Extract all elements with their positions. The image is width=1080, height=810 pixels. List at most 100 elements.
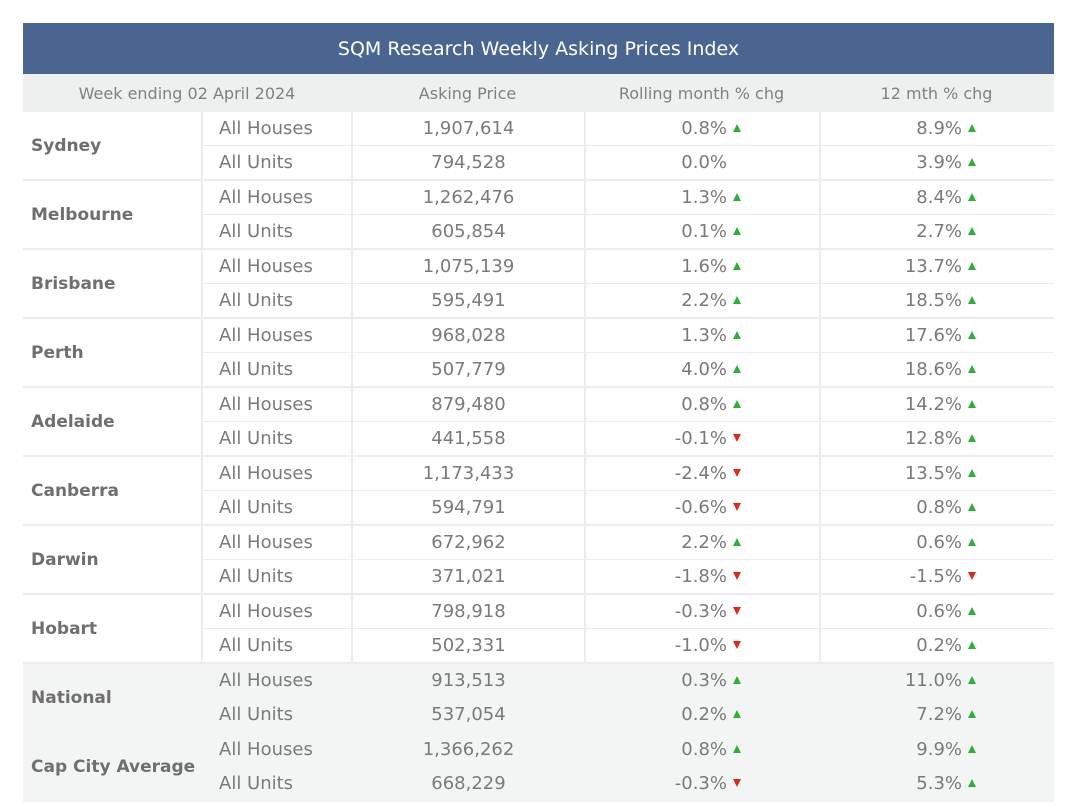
rolling-month-change-value: -0.3% [674, 601, 727, 622]
rolling-month-change-cell: 2.2% [584, 526, 819, 560]
down-arrow-icon [733, 469, 741, 477]
up-arrow-icon [733, 365, 741, 373]
12-month-change-value: 17.6% [904, 325, 962, 346]
dwelling-type: All Units [201, 422, 351, 457]
up-arrow-icon [733, 193, 741, 201]
table-row: All Units 794,528 0.0% 3.9% [23, 146, 1054, 181]
down-arrow-icon [733, 779, 741, 787]
rolling-month-change-cell: 0.8% [584, 733, 819, 767]
12-month-change-value: 13.5% [904, 463, 962, 484]
rolling-month-change-cell: -0.1% [584, 422, 819, 457]
rolling-month-change-value: 0.2% [681, 704, 727, 725]
table-row: National All Houses 913,513 0.3% 11.0% [23, 664, 1054, 733]
city-name: Brisbane [23, 250, 201, 319]
rolling-month-change-value: 0.0% [681, 152, 727, 173]
rolling-month-change-value: 1.3% [681, 187, 727, 208]
table-row: All Units 595,491 2.2% 18.5% [23, 284, 1054, 319]
table-row: Sydney All Houses 1,907,614 0.8% 8.9% [23, 112, 1054, 181]
up-arrow-icon [733, 124, 741, 132]
up-arrow-icon [968, 296, 976, 304]
12-month-change-cell: 12.8% [819, 422, 1054, 457]
12-month-change-value: 18.6% [904, 359, 962, 380]
12-month-change-value: 2.7% [916, 221, 962, 242]
table-row: Hobart All Houses 798,918 -0.3% 0.6% [23, 595, 1054, 664]
12-month-change-cell: -1.5% [819, 560, 1054, 595]
rolling-month-change-cell: 4.0% [584, 353, 819, 388]
up-arrow-icon [733, 227, 741, 235]
rolling-month-change-cell: 0.8% [584, 388, 819, 422]
rolling-month-change-value: -0.6% [674, 497, 727, 518]
dwelling-type: All Houses [201, 595, 351, 629]
asking-price-value: 1,173,433 [351, 457, 584, 491]
rolling-month-change-value: 2.2% [681, 290, 727, 311]
table-row: All Units 594,791 -0.6% 0.8% [23, 491, 1054, 526]
up-arrow-icon [733, 676, 741, 684]
table-title: SQM Research Weekly Asking Prices Index [23, 23, 1054, 74]
asking-prices-table: Week ending 02 April 2024 Asking Price R… [23, 74, 1054, 802]
dwelling-type: All Houses [201, 181, 351, 215]
rolling-month-change-value: 0.8% [681, 394, 727, 415]
12-month-change-value: 0.2% [916, 635, 962, 656]
down-arrow-icon [733, 607, 741, 615]
rolling-month-change-cell: -0.6% [584, 491, 819, 526]
12-month-change-cell: 0.6% [819, 526, 1054, 560]
dwelling-type: All Units [201, 491, 351, 526]
city-name: Hobart [23, 595, 201, 664]
asking-price-value: 798,918 [351, 595, 584, 629]
12-month-change-cell: 0.8% [819, 491, 1054, 526]
up-arrow-icon [733, 745, 741, 753]
12-month-change-value: 18.5% [904, 290, 962, 311]
rolling-month-change-cell: -0.3% [584, 595, 819, 629]
up-arrow-icon [968, 227, 976, 235]
asking-price-value: 507,779 [351, 353, 584, 388]
header-rolling-month-change: Rolling month % chg [584, 74, 819, 112]
asking-price-value: 913,513 [351, 664, 584, 698]
rolling-month-change-value: 2.2% [681, 532, 727, 553]
up-arrow-icon [968, 262, 976, 270]
asking-price-value: 1,907,614 [351, 112, 584, 146]
12-month-change-cell: 18.6% [819, 353, 1054, 388]
table-row: All Units 502,331 -1.0% 0.2% [23, 629, 1054, 664]
rolling-month-change-cell: -1.0% [584, 629, 819, 664]
city-name: Sydney [23, 112, 201, 181]
up-arrow-icon [968, 434, 976, 442]
up-arrow-icon [733, 296, 741, 304]
table-row: Cap City Average All Houses 1,366,262 0.8% 9… [23, 733, 1054, 802]
up-arrow-icon [968, 676, 976, 684]
down-arrow-icon [968, 572, 976, 580]
12-month-change-value: 9.9% [916, 739, 962, 760]
city-name: Adelaide [23, 388, 201, 457]
down-arrow-icon [733, 503, 741, 511]
asking-price-value: 1,075,139 [351, 250, 584, 284]
up-arrow-icon [968, 745, 976, 753]
up-arrow-icon [968, 158, 976, 166]
12-month-change-cell: 0.6% [819, 595, 1054, 629]
up-arrow-icon [968, 641, 976, 649]
up-arrow-icon [968, 331, 976, 339]
12-month-change-cell: 11.0% [819, 664, 1054, 698]
rolling-month-change-value: 0.3% [681, 670, 727, 691]
rolling-month-change-cell: 1.6% [584, 250, 819, 284]
city-name: Melbourne [23, 181, 201, 250]
12-month-change-cell: 2.7% [819, 215, 1054, 250]
dwelling-type: All Units [201, 767, 351, 802]
dwelling-type: All Units [201, 146, 351, 181]
up-arrow-icon [968, 538, 976, 546]
rolling-month-change-cell: -1.8% [584, 560, 819, 595]
asking-price-value: 595,491 [351, 284, 584, 319]
table-row: All Units 537,054 0.2% 7.2% [23, 698, 1054, 733]
city-name: National [23, 664, 201, 733]
dwelling-type: All Houses [201, 319, 351, 353]
dwelling-type: All Houses [201, 388, 351, 422]
asking-price-value: 605,854 [351, 215, 584, 250]
rolling-month-change-value: 0.8% [681, 739, 727, 760]
12-month-change-cell: 8.9% [819, 112, 1054, 146]
table-row: Brisbane All Houses 1,075,139 1.6% 13.7% [23, 250, 1054, 319]
12-month-change-cell: 0.2% [819, 629, 1054, 664]
rolling-month-change-cell: 1.3% [584, 181, 819, 215]
down-arrow-icon [733, 641, 741, 649]
12-month-change-cell: 18.5% [819, 284, 1054, 319]
12-month-change-value: 0.8% [916, 497, 962, 518]
12-month-change-value: 0.6% [916, 601, 962, 622]
12-month-change-cell: 13.5% [819, 457, 1054, 491]
